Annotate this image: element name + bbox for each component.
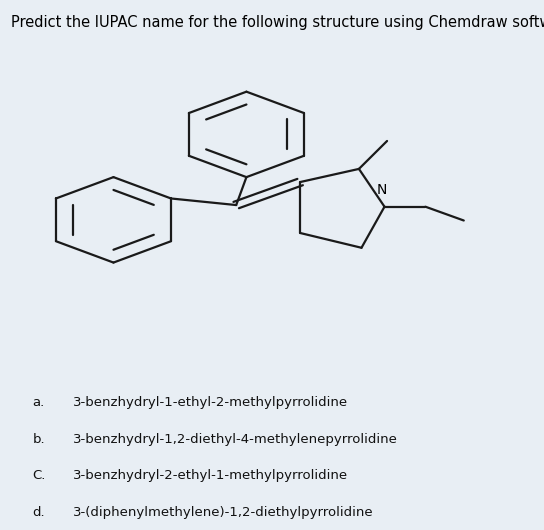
Text: N: N	[377, 183, 387, 198]
Text: C.: C.	[33, 470, 46, 482]
Text: 3-benzhydryl-1-ethyl-2-methylpyrrolidine: 3-benzhydryl-1-ethyl-2-methylpyrrolidine	[73, 396, 349, 409]
Text: 3-benzhydryl-1,2-diethyl-4-methylenepyrrolidine: 3-benzhydryl-1,2-diethyl-4-methylenepyrr…	[73, 433, 398, 446]
Text: a.: a.	[33, 396, 45, 409]
Text: b.: b.	[33, 433, 45, 446]
Text: d.: d.	[33, 506, 45, 519]
Text: 3-(diphenylmethylene)-1,2-diethylpyrrolidine: 3-(diphenylmethylene)-1,2-diethylpyrroli…	[73, 506, 374, 519]
Text: Predict the IUPAC name for the following structure using Chemdraw software: Predict the IUPAC name for the following…	[11, 15, 544, 30]
Text: 3-benzhydryl-2-ethyl-1-methylpyrrolidine: 3-benzhydryl-2-ethyl-1-methylpyrrolidine	[73, 470, 349, 482]
